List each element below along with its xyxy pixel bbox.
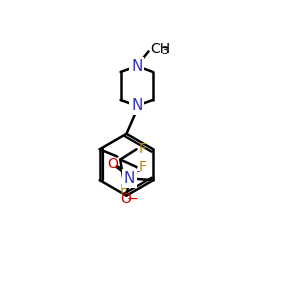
Text: −: − <box>127 192 138 206</box>
Text: F: F <box>138 142 146 156</box>
Text: N: N <box>124 171 135 186</box>
Text: F: F <box>119 183 127 197</box>
Text: N: N <box>131 98 142 113</box>
Text: F: F <box>138 160 146 174</box>
Text: +: + <box>131 167 141 177</box>
Text: 3: 3 <box>161 46 169 56</box>
Text: CH: CH <box>150 42 170 56</box>
Text: O: O <box>121 192 132 206</box>
Text: N: N <box>131 58 142 74</box>
Text: O: O <box>108 157 118 171</box>
